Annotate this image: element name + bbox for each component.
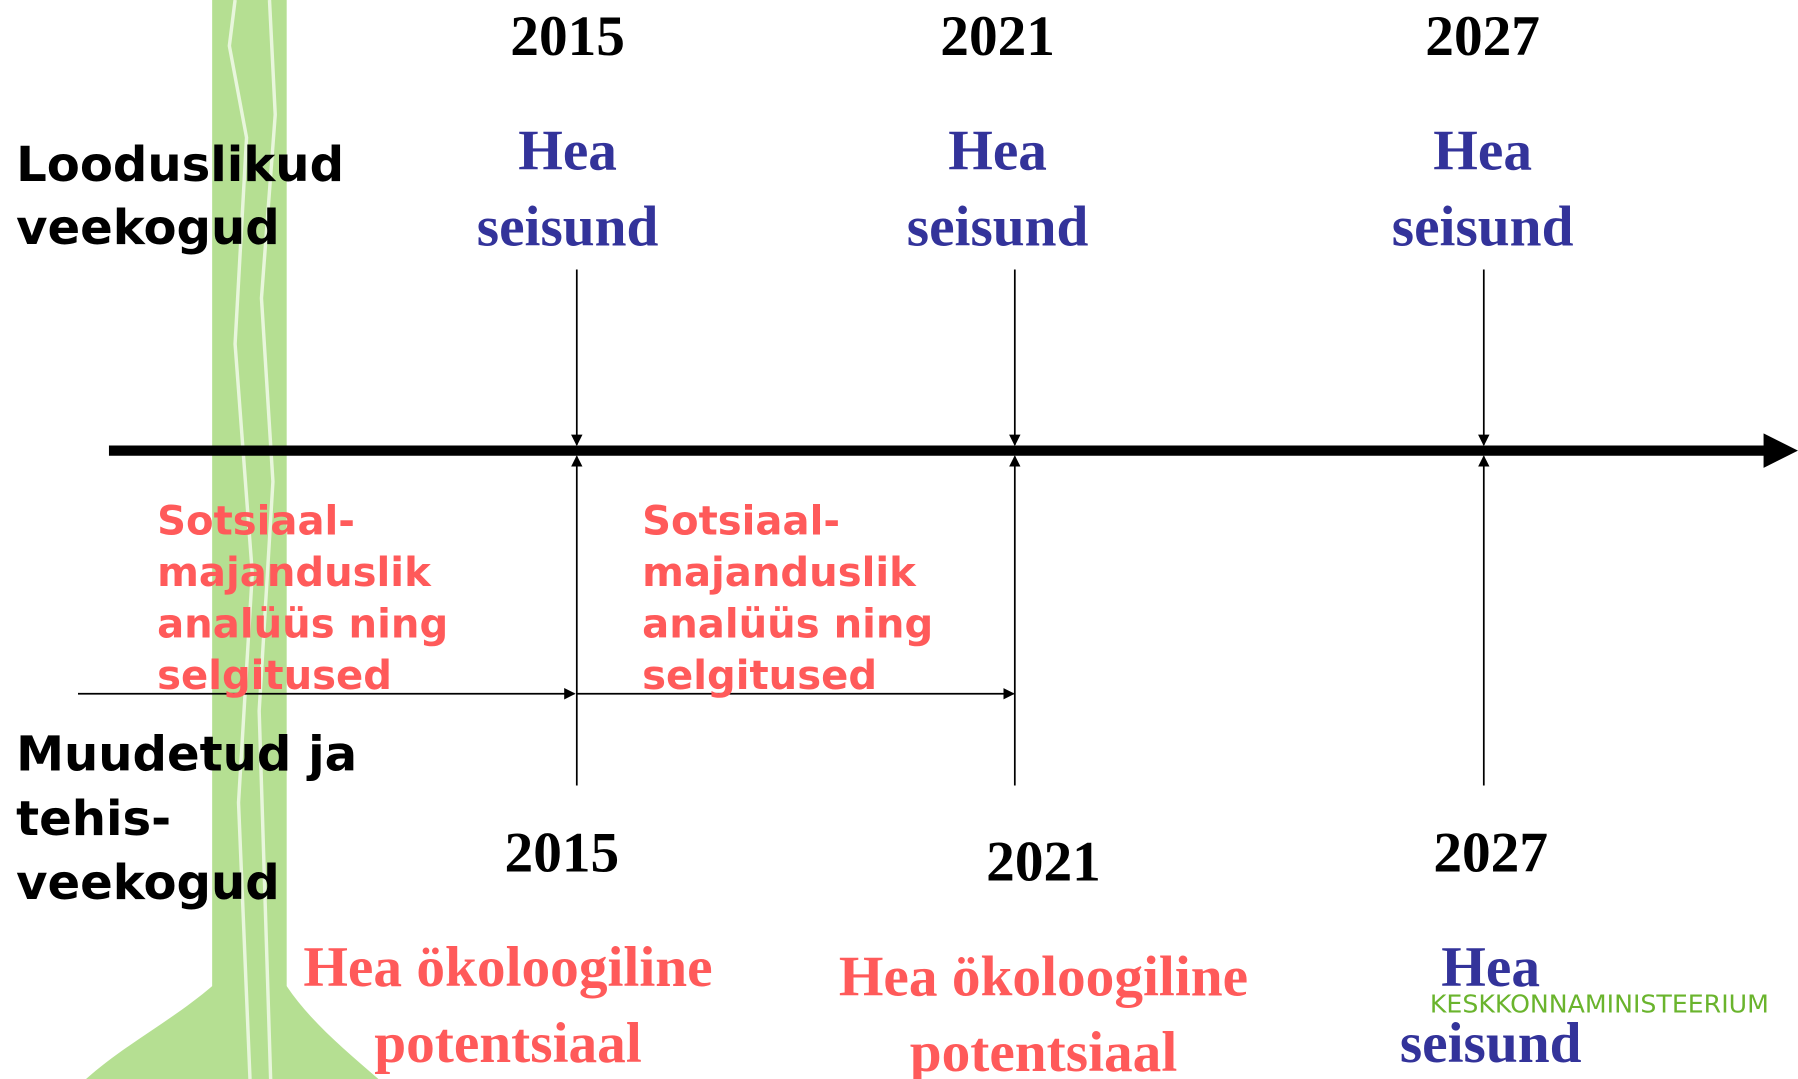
note: analüüs ning: [157, 602, 448, 648]
timeline-arrowhead: [1764, 433, 1798, 467]
year: 2015: [505, 821, 620, 884]
status: Hea: [518, 120, 617, 183]
status: Hea: [1433, 120, 1532, 183]
logo: KESKKONNAMINISTEERIUM: [1430, 989, 1769, 1018]
note: majanduslik: [642, 550, 917, 596]
status: potentsiaal: [910, 1021, 1178, 1079]
note: majanduslik: [157, 550, 432, 596]
year: 2027: [1425, 5, 1540, 68]
row-label: Muudetud ja: [16, 727, 357, 783]
status: Hea: [948, 120, 1047, 183]
note: Sotsiaal-: [642, 498, 840, 544]
year: 2021: [986, 831, 1101, 894]
status: seisund: [1400, 1012, 1582, 1075]
status: seisund: [1392, 195, 1574, 258]
diagram: Looduslikud veekogud Muudetud ja tehis-veek…: [0, 0, 1798, 1079]
row-label: veekogud: [16, 855, 280, 911]
year: 2015: [510, 5, 625, 68]
note: Sotsiaal-: [157, 498, 355, 544]
row-label: tehis-: [16, 791, 171, 847]
note: analüüs ning: [642, 602, 933, 648]
row-label: Looduslikud: [16, 137, 344, 193]
note: selgitused: [157, 653, 392, 699]
status: Hea ökoloogiline: [839, 945, 1248, 1008]
status: seisund: [477, 195, 659, 258]
status: Hea ökoloogiline: [303, 936, 712, 999]
note: selgitused: [642, 653, 877, 699]
year: 2027: [1433, 821, 1548, 884]
row-label: veekogud: [16, 200, 280, 256]
status: potentsiaal: [374, 1012, 642, 1075]
status: seisund: [907, 195, 1089, 258]
year: 2021: [940, 5, 1055, 68]
